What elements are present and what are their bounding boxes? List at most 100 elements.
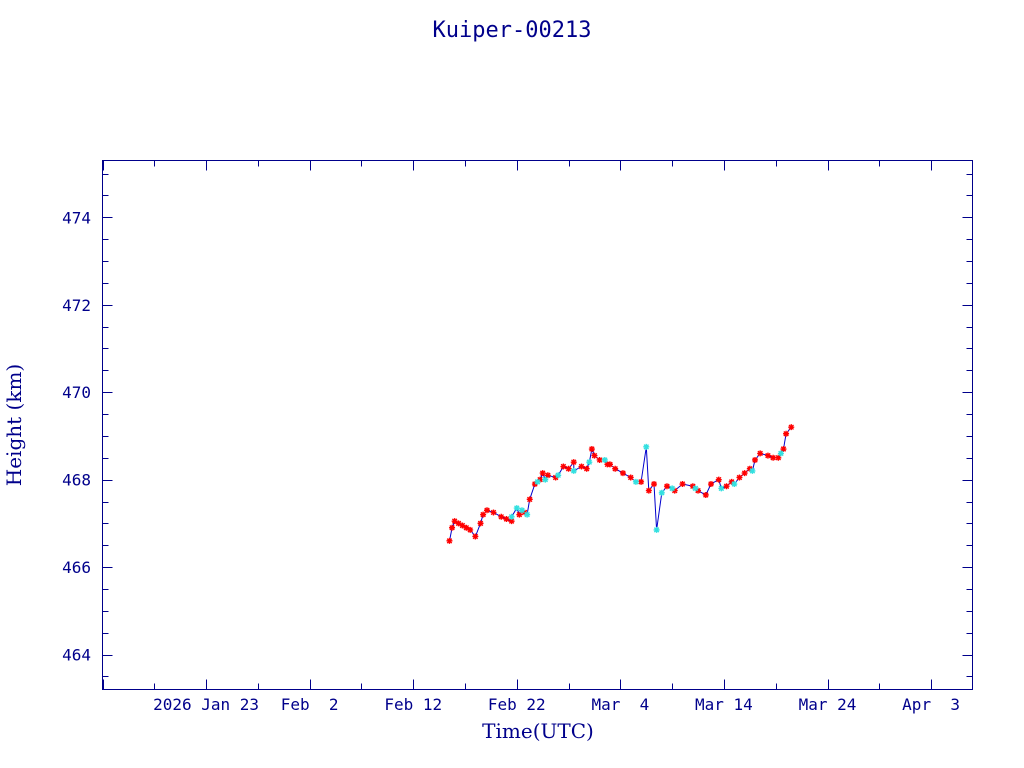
data-point-red	[775, 454, 782, 461]
data-point-red	[757, 450, 764, 457]
data-point-cyan	[718, 485, 725, 492]
y-tick-label: 472	[62, 296, 91, 315]
data-point-red	[645, 487, 652, 494]
data-point-red	[484, 507, 491, 514]
data-point-cyan	[658, 489, 665, 496]
data-point-red	[695, 487, 702, 494]
data-point-cyan	[777, 450, 784, 457]
data-point-red	[746, 465, 753, 472]
data-point-cyan	[570, 467, 577, 474]
x-tick-label: Apr 3	[902, 695, 960, 714]
data-point-red	[570, 459, 577, 466]
x-tick-label: Feb 2	[281, 695, 339, 714]
data-point-red	[715, 476, 722, 483]
data-point-red	[770, 454, 777, 461]
data-point-red	[679, 481, 686, 488]
data-point-red	[480, 511, 487, 518]
axis-ticks	[102, 160, 973, 690]
data-point-red	[565, 465, 572, 472]
data-point-red	[449, 524, 456, 531]
data-point-cyan	[601, 456, 608, 463]
data-point-cyan	[513, 505, 520, 512]
data-point-red	[467, 526, 474, 533]
data-point-cyan	[632, 478, 639, 485]
y-tick-label: 468	[62, 471, 91, 490]
x-tick-label: Mar 24	[799, 695, 857, 714]
data-point-red	[498, 513, 505, 520]
series-lines	[449, 426, 792, 541]
data-point-cyan	[586, 459, 593, 466]
chart-title: Kuiper-00213	[433, 18, 592, 43]
data-point-cyan	[524, 511, 531, 518]
data-point-red	[521, 509, 528, 516]
data-point-red	[526, 496, 533, 503]
data-point-red	[508, 518, 515, 525]
data-point-red	[490, 509, 497, 516]
x-tick-label: Mar 14	[695, 695, 753, 714]
x-axis-label: Time(UTC)	[482, 719, 594, 743]
data-point-cyan	[508, 513, 515, 520]
data-point-red	[607, 461, 613, 468]
data-point-red	[651, 481, 658, 488]
data-point-red	[459, 522, 466, 529]
data-point-red	[588, 446, 595, 453]
data-point-red	[552, 474, 559, 481]
data-point-cyan	[692, 485, 699, 492]
data-point-red	[539, 470, 546, 477]
data-point-red	[702, 491, 709, 498]
data-point-red	[723, 483, 730, 490]
data-point-red	[531, 481, 538, 488]
data-point-cyan	[731, 481, 738, 488]
x-tick-label: 2026 Jan 23	[153, 695, 259, 714]
data-point-red	[451, 518, 458, 525]
data-point-red	[619, 470, 626, 477]
data-point-red	[689, 483, 696, 490]
y-tick-labels: 464 466 468 470 472 474	[62, 208, 91, 664]
data-point-cyan	[542, 476, 549, 483]
data-point-red	[752, 456, 758, 463]
data-point-red	[707, 481, 714, 488]
plot-frame	[102, 160, 973, 690]
data-point-red	[663, 483, 670, 490]
y-axis-label: Height (km)	[2, 364, 26, 486]
data-point-red	[583, 465, 590, 472]
data-point-red	[537, 476, 544, 483]
data-point-red	[503, 515, 510, 522]
data-point-red	[472, 533, 479, 540]
data-point-red	[477, 520, 484, 527]
data-point-red	[446, 537, 453, 544]
data-point-red	[736, 474, 743, 481]
data-point-red	[764, 452, 771, 459]
x-tick-label: Mar 4	[591, 695, 649, 714]
data-point-red	[455, 520, 462, 527]
data-point-red	[463, 524, 470, 531]
series-line	[449, 426, 792, 541]
y-tick-label: 470	[62, 383, 91, 402]
x-tick-label: Feb 22	[488, 695, 546, 714]
data-point-cyan	[669, 485, 676, 492]
data-point-red	[596, 456, 603, 463]
x-tick-label: Feb 12	[384, 695, 442, 714]
data-point-cyan	[653, 526, 660, 533]
data-point-cyan	[555, 472, 562, 479]
data-point-red	[560, 463, 567, 470]
y-tick-label: 466	[62, 558, 91, 577]
data-point-cyan	[643, 443, 650, 450]
data-point-red	[544, 472, 551, 479]
data-point-red	[591, 452, 598, 459]
data-point-red	[741, 470, 748, 477]
data-point-red	[728, 478, 735, 485]
data-point-red	[783, 430, 790, 437]
y-tick-label: 464	[62, 646, 91, 665]
data-point-red	[638, 478, 645, 485]
data-point-cyan	[518, 507, 525, 514]
data-point-red	[578, 463, 585, 470]
data-point-red	[788, 424, 795, 431]
y-tick-label: 474	[62, 208, 91, 227]
data-point-cyan	[534, 478, 541, 485]
data-point-red	[780, 446, 787, 453]
data-point-cyan	[749, 467, 756, 474]
x-tick-labels: 2026 Jan 23 Feb 2 Feb 12 Feb 22 Mar 4 Mar 14 M…	[153, 695, 960, 714]
data-point-red	[671, 487, 678, 494]
